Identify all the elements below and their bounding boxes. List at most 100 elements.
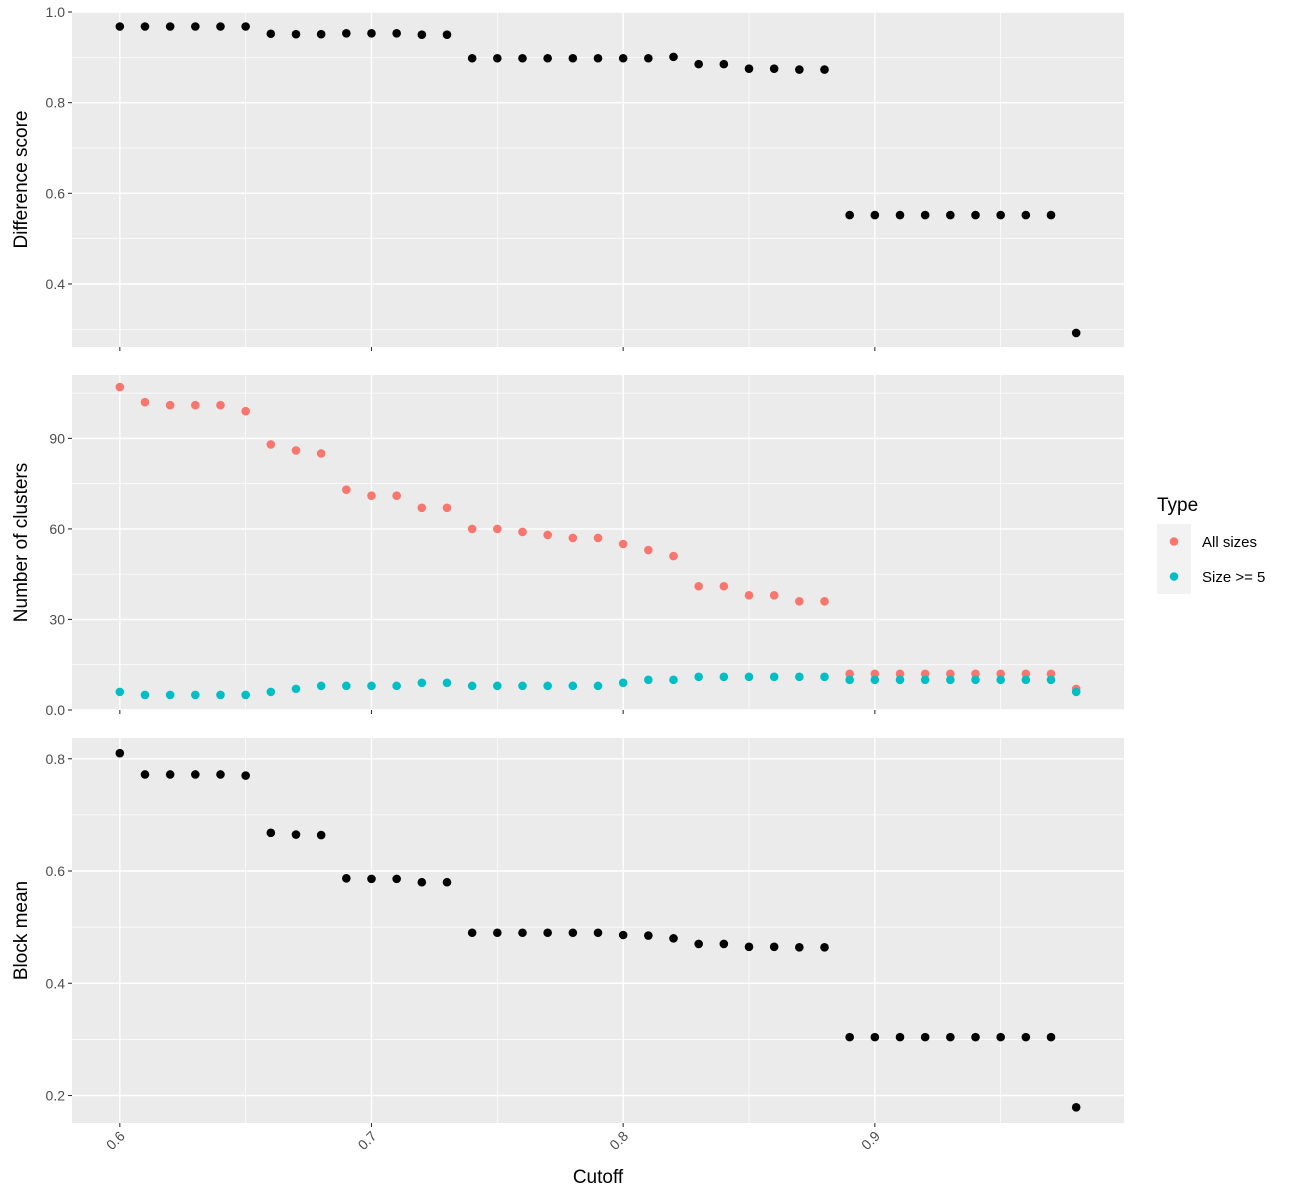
y-axis-title: Number of clusters [11, 463, 32, 622]
data-point [895, 675, 905, 685]
data-point [644, 545, 653, 555]
data-point [568, 928, 578, 938]
data-point [719, 581, 729, 591]
data-point [669, 52, 678, 62]
y-tick-label: 90 [49, 430, 65, 446]
data-point [367, 681, 376, 691]
data-point [1021, 669, 1031, 679]
data-point [820, 672, 829, 682]
y-tick-label: 0.4 [46, 276, 66, 292]
data-point [1021, 675, 1031, 685]
x-tick-label: 0.9 [858, 1128, 883, 1153]
data-point [694, 59, 703, 69]
data-point [996, 675, 1005, 685]
data-point [392, 29, 401, 38]
data-point [920, 210, 930, 220]
data-point [593, 53, 603, 63]
panel-background [72, 375, 1124, 710]
legend: Type All sizes Size >= 5 [1157, 495, 1265, 594]
data-point [996, 669, 1005, 679]
data-point [820, 943, 829, 952]
data-point [694, 672, 703, 682]
data-point [417, 503, 427, 513]
data-point [895, 210, 905, 220]
data-point [216, 400, 225, 410]
data-point [820, 65, 829, 74]
data-point [795, 597, 804, 606]
data-point [140, 22, 150, 31]
data-point [744, 672, 754, 682]
data-point [241, 771, 250, 780]
panel-1: 0.4 0.6 0.8 1.0 Difference score [11, 4, 1124, 351]
x-tick-label: 0.8 [606, 1128, 631, 1153]
data-point [216, 690, 225, 700]
data-point [971, 675, 980, 685]
data-point [467, 53, 477, 63]
data-point [165, 770, 175, 779]
data-point [669, 551, 678, 561]
data-point [719, 672, 729, 682]
data-point [543, 681, 552, 691]
data-point [920, 675, 930, 685]
data-point [1021, 1032, 1031, 1042]
data-point [694, 581, 703, 591]
data-point [442, 877, 452, 887]
data-point [795, 943, 804, 952]
data-point [971, 1032, 980, 1042]
data-point [543, 53, 552, 63]
data-point [694, 939, 703, 949]
data-point [618, 678, 628, 688]
y-tick-label: 0.6 [46, 185, 66, 201]
data-point [920, 669, 930, 679]
data-point [342, 681, 351, 691]
data-point [266, 29, 276, 39]
data-point [618, 930, 628, 940]
x-axis-title: Cutoff [573, 1167, 624, 1188]
data-point [1071, 687, 1081, 697]
data-point [1046, 210, 1056, 220]
data-point [644, 675, 653, 685]
data-point [140, 770, 150, 779]
data-point [996, 1032, 1005, 1042]
data-point [795, 672, 804, 682]
data-point [870, 210, 880, 220]
data-point [165, 400, 175, 410]
legend-title: Type [1157, 495, 1198, 516]
data-point [1046, 669, 1056, 679]
data-point [115, 687, 125, 697]
data-point [568, 533, 578, 543]
data-point [769, 64, 779, 73]
data-point [920, 1032, 930, 1042]
data-point [367, 874, 376, 884]
data-point [241, 690, 250, 700]
data-point [140, 690, 150, 700]
data-point [392, 681, 401, 691]
data-point [769, 591, 779, 600]
data-point [342, 874, 351, 883]
data-point [442, 678, 452, 688]
data-point [342, 29, 351, 38]
data-point [518, 527, 527, 537]
data-point [467, 928, 477, 938]
data-point [1046, 675, 1056, 685]
data-point [518, 928, 527, 938]
data-point [493, 53, 502, 63]
data-point [291, 684, 301, 694]
data-point [618, 53, 628, 63]
data-point [191, 22, 200, 31]
data-point [165, 690, 175, 700]
data-point [644, 53, 653, 63]
data-point [467, 524, 477, 534]
data-point [971, 210, 980, 220]
y-axis-title: Difference score [11, 111, 32, 249]
data-point [493, 928, 502, 938]
data-point [467, 681, 477, 691]
data-point [518, 681, 527, 691]
data-point [744, 591, 754, 600]
x-tick-label: 0.6 [103, 1128, 128, 1153]
data-point [669, 675, 678, 685]
data-point [870, 1032, 880, 1042]
data-point [845, 669, 854, 679]
data-point [618, 539, 628, 549]
